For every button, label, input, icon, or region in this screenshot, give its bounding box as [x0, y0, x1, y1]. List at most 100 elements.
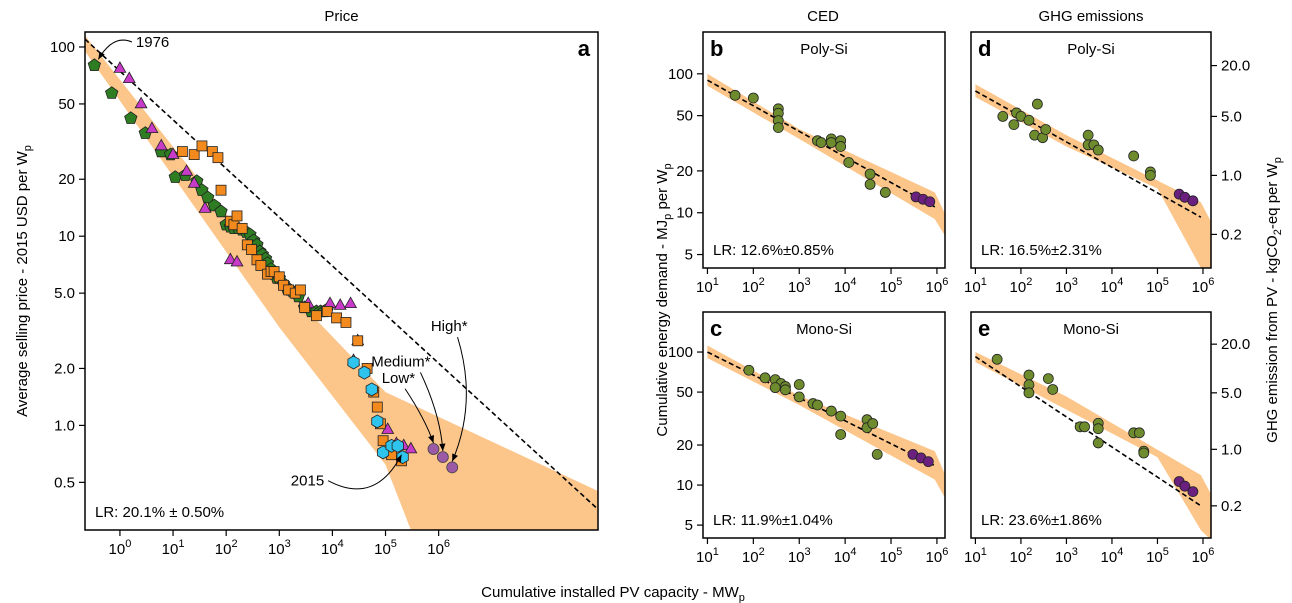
panel-e-xtick-label-0-exp: 1 — [981, 546, 987, 558]
panel-b-xtick-label-0: 101 — [696, 276, 719, 296]
panel-d-point-circle_green-9 — [1082, 129, 1094, 141]
panel-c-ytick-label-1: 10 — [676, 477, 693, 494]
panel-d-ytick-label-1: 1.0 — [1221, 167, 1242, 184]
panel-e-xtick-label-3-exp: 4 — [1117, 546, 1123, 558]
panel-e-xtick-label-0-base: 10 — [964, 549, 981, 566]
panel-a-xtick-label-5-base: 10 — [374, 541, 391, 558]
panel-a-point-triangle-0 — [113, 61, 127, 73]
shared-x-axis-label: Cumulative installed PV capacity - MWp — [481, 584, 745, 603]
panel-c-xtick-label-3-exp: 4 — [850, 546, 856, 558]
chart-panels: 100 101 102 103 104 105 1060.51.02.05.01020501… — [14, 8, 1250, 566]
panel-d-xtick-label-0-base: 10 — [964, 279, 981, 296]
panel-a-annotation-3: High* — [431, 318, 468, 335]
panel-b-xtick-label-5: 106 — [926, 276, 949, 296]
panel-e-xtick-label-5-base: 10 — [1192, 549, 1209, 566]
panel-a-point-triangle-9 — [223, 252, 237, 265]
panel-a-ytick-label-1: 1.0 — [54, 417, 75, 434]
panel-a-xtick-label-1-exp: 1 — [178, 538, 184, 550]
panel-d-point-circle_green-12 — [1092, 144, 1104, 156]
panel-b-ytick-label-0: 5 — [685, 247, 693, 264]
panel-d-ytick-label-2: 5.0 — [1221, 108, 1242, 125]
panel-c-point-circle_green-0 — [743, 364, 755, 376]
panel-a-xtick-label-6-base: 10 — [427, 541, 444, 558]
panel-a-annotation-2: Low* — [382, 370, 416, 387]
panel-a-point-square-22 — [299, 302, 311, 313]
panel-a-ytick-label-5: 20 — [58, 171, 75, 188]
panel-e-frame — [970, 311, 1212, 539]
panel-d-xtick-label-0: 101 — [964, 276, 987, 296]
panel-b-xtick-label-1-exp: 2 — [759, 276, 765, 288]
panel-a-xtick-label-2-base: 10 — [215, 541, 232, 558]
panel-d-letter: d — [978, 36, 991, 61]
panel-c-xtick-label-0-exp: 1 — [713, 546, 719, 558]
panel-c-xtick-label-4-exp: 5 — [896, 546, 902, 558]
panel-d-xtick-label-3-base: 10 — [1101, 279, 1118, 296]
panel-c-ytick-label-2: 20 — [676, 437, 693, 454]
panel-b-xtick-label-4: 105 — [880, 276, 903, 296]
panel-e-title: Mono-Si — [1063, 321, 1119, 338]
panel-a-point-square-11 — [246, 244, 257, 255]
panel-a-xtick-label-3-base: 10 — [268, 541, 285, 558]
panel-b-point-circle_green-9 — [825, 137, 837, 148]
panel-b-point-circle_green-1 — [747, 92, 759, 104]
panel-e-xtick-label-3-base: 10 — [1101, 549, 1118, 566]
panel-a-annotation-1: Medium* — [371, 353, 430, 370]
panel-e-xtick-label-2-base: 10 — [1055, 549, 1072, 566]
panel-b-xtick-label-3-base: 10 — [834, 279, 851, 296]
panel-a-xtick-label-4: 104 — [321, 538, 344, 558]
panel-b-title: Poly-Si — [800, 41, 848, 58]
panel-d-xtick-label-2-base: 10 — [1055, 279, 1072, 296]
ghg-y-axis-label: GHG emission from PV - kgCO2-eq per Wp — [1264, 157, 1284, 443]
panel-c-point-circle_green-17 — [871, 449, 883, 460]
panel-a-point-square-9 — [236, 222, 248, 234]
panel-d-xtick-label-2-exp: 3 — [1072, 276, 1078, 288]
panel-a-confidence-band — [85, 35, 598, 530]
panel-a-annotation-arrowhead-3 — [452, 453, 458, 462]
ghg-y-axis-label-sub-p: p — [1272, 157, 1284, 163]
panel-a-point-square-4 — [212, 152, 224, 164]
panel-d-frame — [970, 31, 1212, 269]
panel-a-point-hexagon-3 — [371, 414, 384, 429]
panel-a-xtick-label-0-exp: 0 — [125, 538, 131, 550]
panel-a-xtick-label-6: 106 — [427, 538, 450, 558]
panel-b-xtick-label-1: 102 — [742, 276, 765, 296]
panel-a-ytick-label-0: 0.5 — [54, 474, 75, 491]
panel-c-point-circle_green-13 — [835, 429, 847, 440]
panel-d-xtick-label-1-exp: 2 — [1026, 276, 1032, 288]
panel-a-point-square-3 — [206, 146, 218, 157]
panel-d-ytick-label-0: 0.2 — [1221, 226, 1242, 243]
panel-e-point-circle_green-1 — [1023, 369, 1035, 381]
panel-a-plot-area — [85, 35, 598, 530]
panel-d-point-circle_green-6 — [1031, 98, 1043, 110]
panel-a-xtick-label-4-exp: 4 — [338, 538, 344, 550]
panel-a-point-hexagon-6 — [391, 438, 404, 453]
panel-d-xtick-label-3: 104 — [1101, 276, 1124, 296]
panel-a-point-triangle-2 — [134, 96, 148, 109]
panel-c-point-circle_green-10 — [812, 399, 823, 411]
ghg-y-axis-label-sub-co2: 2 — [1272, 229, 1284, 235]
panel-e-xtick-label-2-exp: 3 — [1072, 546, 1078, 558]
panel-a-point-pentagon-2 — [124, 111, 138, 124]
panel-e-xtick-label-1-exp: 2 — [1026, 546, 1032, 558]
panel-d-xtick-label-1: 102 — [1010, 276, 1033, 296]
panel-a-point-square-0 — [177, 146, 188, 157]
panel-b-learning-rate: LR: 12.6%±0.85% — [713, 242, 834, 259]
panel-c-frame — [702, 311, 946, 539]
panel-a-point-triangle-3 — [145, 121, 159, 134]
ced-y-axis-label: Cumulative energy demand - MJp per Wp — [654, 163, 674, 436]
ghg-y-axis-label-main: GHG emission from PV - kgCO — [1264, 235, 1281, 443]
panel-a-point-hexagon-2 — [365, 382, 378, 397]
panel-c-xtick-label-2-exp: 3 — [805, 546, 811, 558]
panel-c-xtick-label-5-base: 10 — [926, 549, 943, 566]
panel-e-ytick-label-0: 0.2 — [1221, 498, 1242, 515]
panel-c-xtick-label-5-exp: 6 — [942, 546, 948, 558]
panel-d-xtick-label-2: 103 — [1055, 276, 1078, 296]
panel-a-xtick-label-1-base: 10 — [162, 541, 179, 558]
panel-a-point-triangle-4 — [154, 138, 168, 151]
panel-b-xtick-label-5-base: 10 — [926, 279, 943, 296]
panel-a-point-projection-2 — [446, 461, 459, 474]
panel-d-point-circle_green-8 — [1040, 124, 1052, 135]
panel-a-y-axis-label: Average selling price - 2015 USD per Wp — [14, 145, 34, 417]
